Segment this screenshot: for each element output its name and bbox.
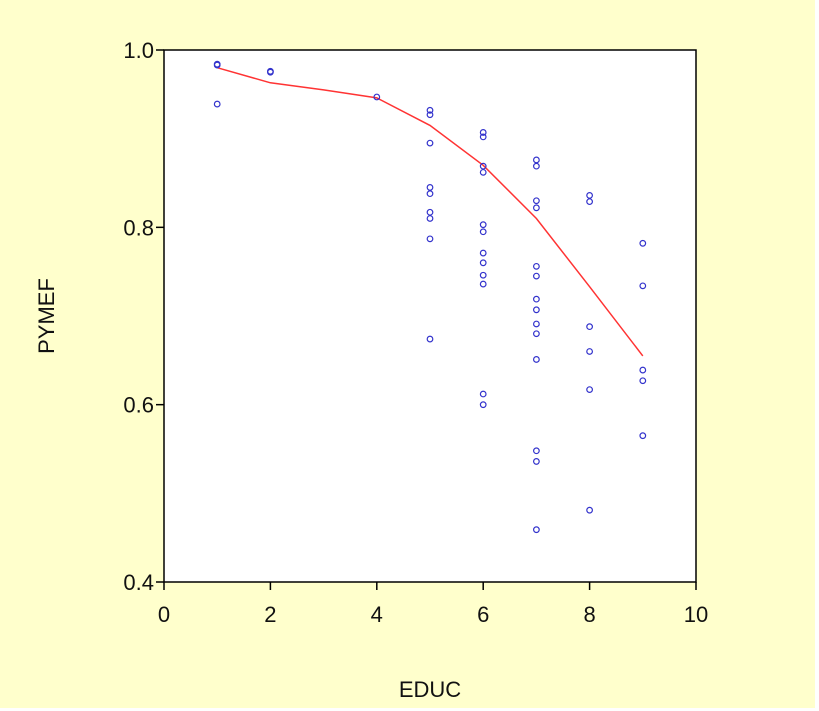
y-tick-label: 1.0 xyxy=(123,38,154,63)
data-point xyxy=(479,271,487,279)
data-point xyxy=(373,93,381,101)
data-point xyxy=(639,377,647,385)
data-point xyxy=(267,68,274,76)
x-tick-label: 2 xyxy=(264,602,276,627)
data-point xyxy=(479,390,487,398)
data-point xyxy=(479,162,487,170)
data-point xyxy=(426,235,434,243)
x-axis-title: EDUC xyxy=(399,677,461,702)
plot-area xyxy=(163,49,697,583)
data-point xyxy=(533,306,540,314)
data-point xyxy=(586,348,593,355)
data-point xyxy=(479,129,487,136)
data-point xyxy=(426,190,434,198)
data-point xyxy=(639,432,647,440)
data-point xyxy=(479,228,487,236)
data-point xyxy=(533,320,540,328)
data-point xyxy=(533,458,540,465)
data-point xyxy=(426,335,434,343)
data-point xyxy=(586,506,593,514)
data-point xyxy=(639,239,647,247)
data-point xyxy=(479,401,487,409)
data-point xyxy=(479,221,487,229)
data-point xyxy=(533,156,540,164)
x-tick-label: 10 xyxy=(684,602,708,627)
data-point xyxy=(533,330,540,338)
data-point xyxy=(213,61,221,69)
data-point xyxy=(533,197,540,205)
data-point xyxy=(533,356,540,363)
data-point xyxy=(213,100,221,108)
data-point xyxy=(426,208,434,216)
data-point xyxy=(426,215,434,222)
data-point xyxy=(426,139,434,147)
y-tick-label: 0.6 xyxy=(123,393,154,418)
x-tick-label: 4 xyxy=(371,602,383,627)
x-tick-label: 0 xyxy=(158,602,170,627)
x-tick-label: 8 xyxy=(583,602,595,627)
data-point xyxy=(426,106,434,114)
data-point xyxy=(533,526,540,534)
data-point xyxy=(533,262,540,270)
data-point xyxy=(533,204,540,212)
data-point xyxy=(426,111,434,119)
data-point xyxy=(586,198,593,206)
data-point xyxy=(639,366,647,374)
data-point xyxy=(533,447,540,455)
fit-line xyxy=(216,66,644,357)
data-point xyxy=(479,133,487,141)
y-tick-label: 0.8 xyxy=(123,215,154,240)
y-tick-label: 0.4 xyxy=(123,570,154,595)
data-point xyxy=(479,280,487,288)
data-point xyxy=(586,386,593,393)
data-point xyxy=(533,162,540,170)
data-point xyxy=(639,282,647,290)
data-point xyxy=(586,192,593,199)
x-tick-label: 6 xyxy=(477,602,489,627)
data-point xyxy=(479,259,487,267)
data-point xyxy=(586,323,593,331)
y-axis-title: PYMEF xyxy=(34,278,59,354)
data-point xyxy=(479,168,487,176)
data-point xyxy=(533,272,540,280)
data-point xyxy=(479,249,487,257)
data-point xyxy=(533,295,540,303)
data-point xyxy=(426,184,434,191)
